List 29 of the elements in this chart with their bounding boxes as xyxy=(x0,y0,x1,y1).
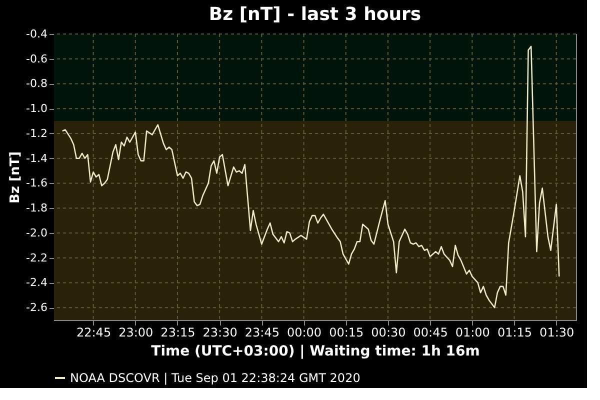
y-tick-label: -1.6 xyxy=(26,176,48,190)
x-tick-label: 23:00 xyxy=(118,326,154,340)
x-tick-label: 01:15 xyxy=(497,326,532,340)
chart-title: Bz [nT] - last 3 hours xyxy=(208,4,422,25)
x-tick-label: 22:45 xyxy=(76,326,112,340)
x-tick-label: 00:30 xyxy=(371,326,406,340)
y-tick-label: -2.0 xyxy=(26,226,48,240)
x-tick-label: 23:45 xyxy=(244,326,280,340)
y-tick-label: -2.6 xyxy=(26,301,48,314)
y-tick-label: -1.8 xyxy=(26,202,48,215)
x-tick-label: 23:15 xyxy=(160,326,196,340)
y-tick-label: -1.4 xyxy=(26,152,48,165)
x-tick-label: 00:45 xyxy=(413,326,448,340)
y-tick-label: -2.4 xyxy=(26,276,48,290)
y-tick-label: -0.4 xyxy=(26,28,48,40)
y-tick-label: -1.2 xyxy=(26,126,48,140)
y-axis-title: Bz [nT] xyxy=(8,151,24,204)
y-tick-label: -0.6 xyxy=(26,52,48,66)
x-axis-title: Time (UTC+03:00) | Waiting time: 1h 16m xyxy=(151,344,480,360)
x-tick-label: 00:15 xyxy=(329,326,364,340)
y-tick-label: -1.0 xyxy=(26,102,48,116)
line-series xyxy=(62,46,560,308)
x-tick-label: 01:30 xyxy=(540,326,574,340)
x-tick-label: 00:00 xyxy=(286,326,322,340)
y-tick-label: -2.2 xyxy=(26,251,48,264)
x-tick-label: 23:30 xyxy=(202,326,238,340)
legend-label: NOAA DSCOVR | Tue Sep 01 22:38:24 GMT 2020 xyxy=(70,371,360,385)
y-tick-label: -0.8 xyxy=(26,77,48,90)
x-tick-label: 01:00 xyxy=(455,326,490,340)
